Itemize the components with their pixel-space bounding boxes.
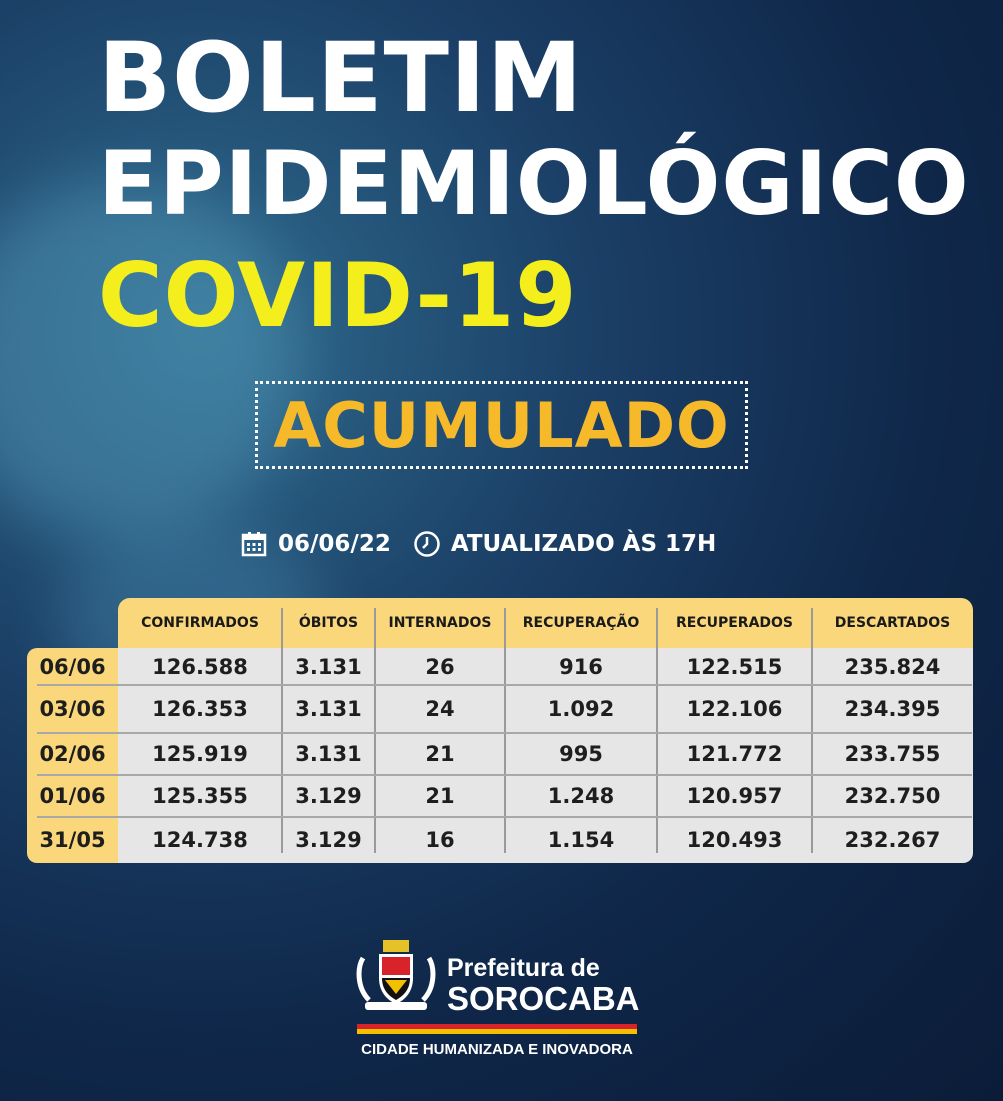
column-divider [811,608,813,853]
row-divider [37,684,972,686]
table-cell: 232.750 [844,784,941,808]
table-cell: 120.957 [686,784,783,808]
column-header: DESCARTADOS [834,615,951,631]
column-divider [281,608,283,853]
updated-text: ATUALIZADO ÀS 17H [450,531,717,557]
column-divider [504,608,506,853]
column-header: ÓBITOS [298,615,359,631]
table-cell: 126.588 [152,654,248,679]
table-cell: 3.131 [295,654,362,679]
table-header [118,598,973,648]
table-cell: 3.129 [295,828,362,852]
table-cell: 16 [425,828,455,852]
calendar-icon [241,532,267,557]
table-cell: 120.493 [686,828,783,852]
table-cell: 124.738 [152,828,248,852]
table-cell: 235.824 [844,654,941,679]
table-cell: 232.267 [844,828,941,852]
column-divider [374,608,376,853]
table-cell: 1.092 [547,697,615,721]
table-cell: 121.772 [686,742,783,766]
column-divider [656,608,658,853]
yellow-stripe [357,1029,637,1034]
table-cell: 24 [425,697,455,721]
column-header: CONFIRMADOS [141,615,259,631]
table-cell: 125.355 [152,784,248,808]
table-cell: 21 [425,742,455,766]
row-date: 06/06 [39,654,106,679]
footer-line-1: Prefeitura de [447,954,600,982]
table-cell: 3.131 [295,742,362,766]
table-cell: 21 [425,784,455,808]
clock-icon [414,531,440,557]
title-line-2: EPIDEMIOLÓGICO [98,132,970,235]
row-date: 03/06 [39,697,106,721]
table-cell: 122.106 [686,697,783,721]
table-cell: 1.154 [547,828,615,852]
table-body [118,648,973,863]
coat-of-arms-icon [356,940,436,1010]
footer-line-2: SOROCABA [447,980,640,1017]
table-cell: 916 [559,654,603,679]
row-date: 01/06 [39,784,106,808]
info-bar: 06/06/22 ATUALIZADO ÀS 17H [240,530,716,558]
footer-tagline: CIDADE HUMANIZADA E INOVADORA [361,1041,633,1058]
row-divider [37,774,972,776]
title-line-1: BOLETIM [98,22,584,134]
table-cell: 3.131 [295,697,362,721]
table-cell: 1.248 [547,784,615,808]
table-cell: 995 [559,742,603,766]
row-date: 02/06 [39,742,106,766]
data-table: CONFIRMADOS ÓBITOS INTERNADOS RECUPERAÇÃO RE… [27,598,973,863]
red-stripe [357,1024,637,1029]
column-header: RECUPERADOS [675,615,794,631]
table-cell: 125.919 [152,742,248,766]
date-text: 06/06/22 [278,531,391,557]
table-cell: 26 [425,654,455,679]
title-covid: COVID-19 [98,244,578,347]
table-cell: 122.515 [686,654,783,679]
table-cell: 233.755 [844,742,941,766]
column-header: RECUPERAÇÃO [522,615,640,631]
table-cell: 126.353 [152,697,248,721]
row-divider [37,816,972,818]
row-divider [37,732,972,734]
row-date: 31/05 [39,828,106,852]
acumulado-badge: ACUMULADO [255,381,748,469]
background-glow [0,180,300,540]
date-column [27,648,118,863]
table-cell: 3.129 [295,784,362,808]
column-header: INTERNADOS [388,615,492,631]
table-cell: 234.395 [844,697,941,721]
